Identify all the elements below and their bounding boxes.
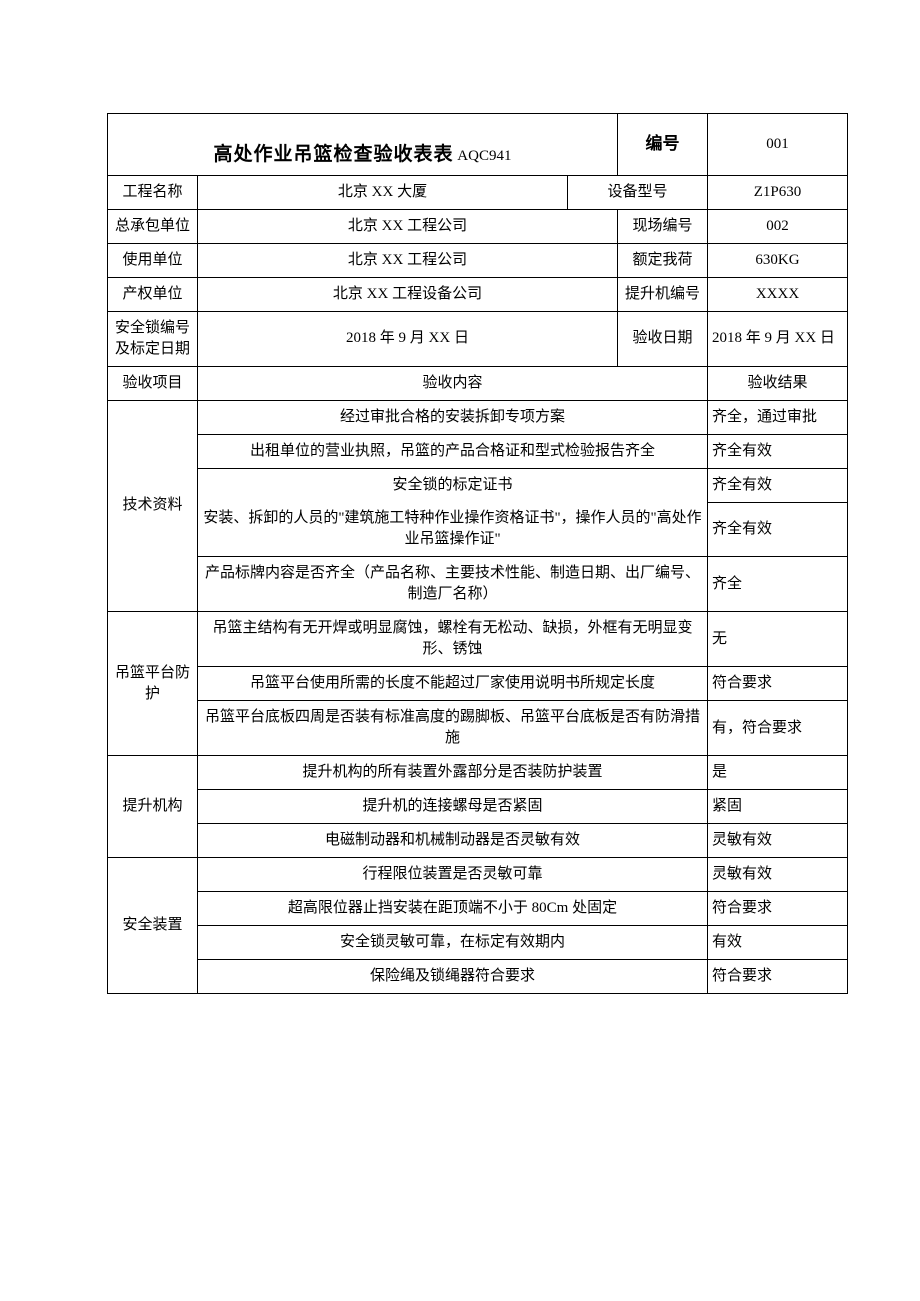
section-name: 安全装置 <box>108 858 198 994</box>
inspection-result: 齐全有效 <box>708 434 848 468</box>
meta-value: 北京 XX 工程公司 <box>198 243 618 277</box>
meta-label: 产权单位 <box>108 277 198 311</box>
inspection-result: 灵敏有效 <box>708 824 848 858</box>
inspection-content: 安装、拆卸的人员的"建筑施工特种作业操作资格证书"，操作人员的"高处作业吊篮操作… <box>198 502 708 557</box>
inspection-content: 提升机构的所有装置外露部分是否装防护装置 <box>198 756 708 790</box>
meta-label: 现场编号 <box>618 209 708 243</box>
inspection-result: 有效 <box>708 926 848 960</box>
meta-value: 2018 年 9 月 XX 日 <box>708 311 848 366</box>
inspection-content: 保险绳及锁绳器符合要求 <box>198 960 708 994</box>
inspection-content: 吊篮平台底板四周是否装有标准高度的踢脚板、吊篮平台底板是否有防滑措施 <box>198 701 708 756</box>
inspection-content: 提升机的连接螺母是否紧固 <box>198 790 708 824</box>
meta-value: 630KG <box>708 243 848 277</box>
inspection-content: 安全锁灵敏可靠，在标定有效期内 <box>198 926 708 960</box>
bianhao-value: 001 <box>708 114 848 176</box>
section-name: 吊篮平台防护 <box>108 612 198 756</box>
meta-label: 提升机编号 <box>618 277 708 311</box>
title-code: AQC941 <box>457 148 511 164</box>
meta-value: 北京 XX 大厦 <box>198 175 568 209</box>
col-header-item: 验收项目 <box>108 366 198 400</box>
inspection-result: 是 <box>708 756 848 790</box>
inspection-table: 高处作业吊篮检查验收表表 AQC941 编号 001 工程名称北京 XX 大厦设… <box>107 113 848 994</box>
meta-label: 额定我荷 <box>618 243 708 277</box>
inspection-content: 吊篮主结构有无开焊或明显腐蚀，螺栓有无松动、缺损，外框有无明显变形、锈蚀 <box>198 612 708 667</box>
inspection-result: 有，符合要求 <box>708 701 848 756</box>
meta-value: 北京 XX 工程设备公司 <box>198 277 618 311</box>
meta-value: 北京 XX 工程公司 <box>198 209 618 243</box>
meta-value: 002 <box>708 209 848 243</box>
col-header-result: 验收结果 <box>708 366 848 400</box>
inspection-result: 符合要求 <box>708 892 848 926</box>
inspection-result: 紧固 <box>708 790 848 824</box>
col-header-content: 验收内容 <box>198 366 708 400</box>
inspection-result: 灵敏有效 <box>708 858 848 892</box>
inspection-result: 齐全有效 <box>708 502 848 557</box>
inspection-content: 经过审批合格的安装拆卸专项方案 <box>198 400 708 434</box>
table-title: 高处作业吊篮检查验收表表 AQC941 <box>108 114 618 176</box>
inspection-content: 产品标牌内容是否齐全（产品名称、主要技术性能、制造日期、出厂编号、制造厂名称） <box>198 557 708 612</box>
inspection-result: 齐全 <box>708 557 848 612</box>
inspection-result: 无 <box>708 612 848 667</box>
inspection-content: 吊篮平台使用所需的长度不能超过厂家使用说明书所规定长度 <box>198 667 708 701</box>
meta-label: 安全锁编号及标定日期 <box>108 311 198 366</box>
inspection-result: 符合要求 <box>708 960 848 994</box>
section-name: 提升机构 <box>108 756 198 858</box>
document-page: 高处作业吊篮检查验收表表 AQC941 编号 001 工程名称北京 XX 大厦设… <box>0 0 920 994</box>
meta-value: XXXX <box>708 277 848 311</box>
meta-label: 工程名称 <box>108 175 198 209</box>
bianhao-label: 编号 <box>618 114 708 176</box>
meta-label: 设备型号 <box>568 175 708 209</box>
inspection-content: 超高限位器止挡安装在距顶端不小于 80Cm 处固定 <box>198 892 708 926</box>
meta-label: 使用单位 <box>108 243 198 277</box>
inspection-content: 行程限位装置是否灵敏可靠 <box>198 858 708 892</box>
meta-label: 总承包单位 <box>108 209 198 243</box>
meta-label: 验收日期 <box>618 311 708 366</box>
inspection-result: 符合要求 <box>708 667 848 701</box>
inspection-result: 齐全，通过审批 <box>708 400 848 434</box>
inspection-result: 齐全有效 <box>708 468 848 502</box>
title-main: 高处作业吊篮检查验收表表 <box>214 144 454 165</box>
inspection-content: 电磁制动器和机械制动器是否灵敏有效 <box>198 824 708 858</box>
section-name: 技术资料 <box>108 400 198 612</box>
inspection-content: 安全锁的标定证书 <box>198 468 708 502</box>
meta-value: 2018 年 9 月 XX 日 <box>198 311 618 366</box>
inspection-content: 出租单位的营业执照，吊篮的产品合格证和型式检验报告齐全 <box>198 434 708 468</box>
meta-value: Z1P630 <box>708 175 848 209</box>
